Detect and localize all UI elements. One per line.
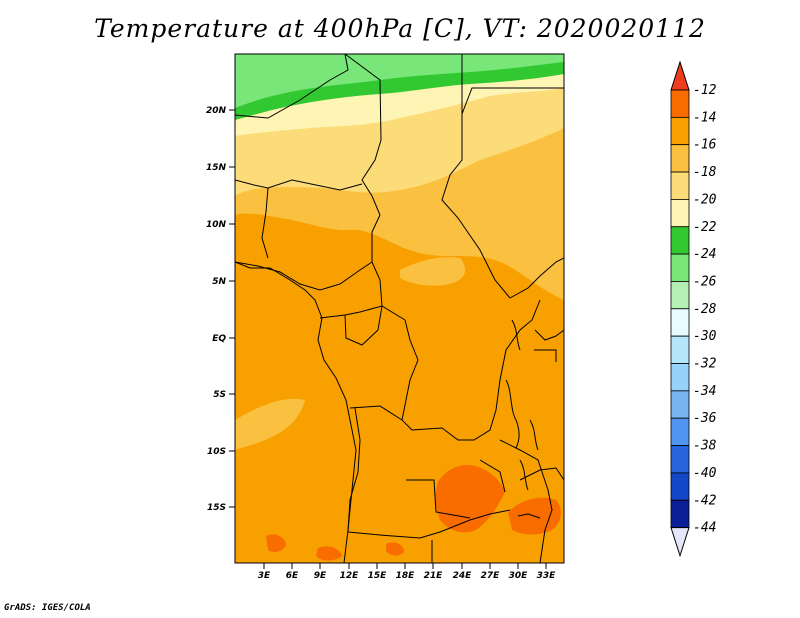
country-borders: [235, 54, 564, 563]
colorbar-cell: [670, 89, 690, 118]
lon-label: 3E: [258, 571, 271, 581]
colorbar-label: -32: [693, 357, 717, 372]
colorbar-label: -40: [693, 466, 717, 481]
colorbar-cell: [670, 390, 690, 419]
lat-label: 15S: [207, 503, 226, 513]
temperature-map: [235, 54, 564, 563]
colorbar-cell: [670, 335, 690, 364]
lon-label: 18E: [396, 571, 416, 581]
lon-label: 24E: [453, 571, 473, 581]
colorbar-cell: [670, 144, 690, 173]
credit-text: GrADS: IGES/COLA: [4, 603, 91, 613]
colorbar-label: -26: [693, 274, 717, 289]
colorbar-label: -12: [693, 83, 717, 98]
lat-label: 10N: [206, 220, 227, 230]
colorbar-cell: [670, 171, 690, 200]
colorbar-cell: [670, 308, 690, 337]
chart-title: Temperature at 400hPa [C], VT: 202002011…: [94, 14, 706, 43]
latitude-ticks: 20N 15N 10N 5N EQ 5S 10S 15S: [206, 106, 235, 513]
colorbar-bottom-arrow: [670, 527, 690, 558]
colorbar: -12 -14 -16 -18 -20 -22 -24 -26 -28 -30 -32 -34 -36 -…: [670, 60, 717, 558]
field-warm-patch-4: [316, 546, 342, 561]
colorbar-label: -36: [693, 411, 717, 426]
colorbar-label: -14: [693, 110, 716, 125]
lat-label: 10S: [207, 447, 226, 457]
colorbar-cell: [670, 499, 690, 529]
lat-label: 20N: [206, 106, 227, 116]
colorbar-top-arrow: [670, 60, 690, 91]
colorbar-cell: [670, 226, 690, 255]
lon-label: 33E: [537, 571, 557, 581]
lon-label: 9E: [314, 571, 327, 581]
field-patch-southwest: [235, 398, 305, 450]
lat-label: 5S: [213, 390, 226, 400]
lon-label: 6E: [286, 571, 299, 581]
field-patch-central: [400, 257, 466, 286]
colorbar-label: -28: [693, 302, 717, 317]
colorbar-label: -44: [693, 521, 716, 536]
colorbar-cell: [670, 116, 690, 146]
colorbar-label: -30: [693, 329, 717, 344]
lon-label: 12E: [340, 571, 360, 581]
colorbar-label: -16: [693, 138, 717, 153]
lat-label: 5N: [212, 277, 226, 287]
coastline: [235, 261, 541, 563]
colorbar-cell: [670, 253, 690, 282]
colorbar-cell: [670, 363, 690, 392]
colorbar-label: -42: [693, 493, 717, 508]
colorbar-label: -18: [693, 165, 717, 180]
colorbar-label: -20: [693, 192, 717, 207]
colorbar-cell: [670, 198, 690, 228]
colorbar-label: -22: [693, 220, 717, 235]
colorbar-cell: [670, 472, 690, 501]
field-band-26-24: [235, 54, 564, 108]
lon-label: 30E: [509, 571, 529, 581]
lon-label: 27E: [481, 571, 501, 581]
colorbar-label: -24: [693, 247, 716, 262]
field-warm-patch-3: [266, 534, 286, 552]
colorbar-label: -38: [693, 439, 717, 454]
lat-label: 15N: [206, 163, 227, 173]
lon-label: 15E: [368, 571, 388, 581]
colorbar-cell: [670, 417, 690, 446]
field-warm-patch-1: [435, 464, 505, 533]
colorbar-cell: [670, 445, 690, 474]
colorbar-label: -34: [693, 384, 716, 399]
lon-label: 21E: [424, 571, 444, 581]
lat-label: EQ: [212, 334, 226, 344]
map-frame: [234, 53, 565, 564]
longitude-ticks: 3E 6E 9E 12E 15E 18E 21E 24E 27E 30E 33E: [258, 563, 556, 581]
colorbar-cell: [670, 281, 690, 310]
field-warm-patch-5: [386, 542, 404, 556]
